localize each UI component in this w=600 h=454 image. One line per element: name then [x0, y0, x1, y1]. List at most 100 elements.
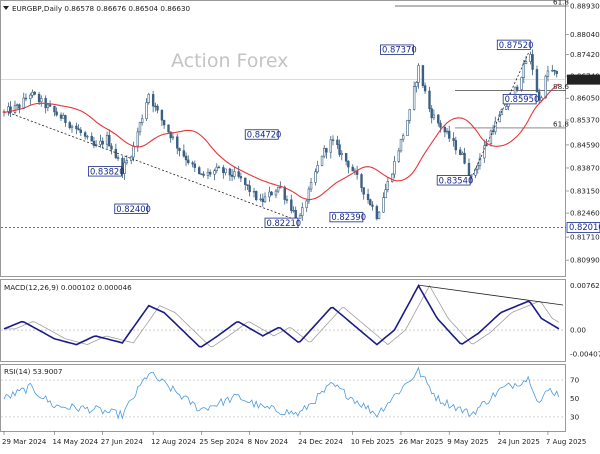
candle-body — [412, 86, 416, 110]
candle-body — [138, 122, 142, 133]
price-annotation: 0.82210 — [264, 217, 301, 229]
candle-body — [391, 173, 394, 182]
price-annotation-box — [329, 211, 364, 223]
candle-body — [222, 167, 225, 174]
date-axis-label: 24 Dec 2024 — [298, 438, 343, 446]
candle-body — [154, 105, 157, 108]
candle-body — [522, 63, 526, 78]
candle-body — [55, 111, 58, 116]
price-annotation: 0.84720 — [244, 129, 282, 140]
price-annotation-label: 0.82400 — [116, 204, 151, 214]
candle-body — [537, 91, 541, 101]
price-annotation: 0.83540 — [436, 175, 473, 186]
price-annotation-label: 0.87520 — [499, 40, 534, 50]
macd-axis-tick-label: 0.007623 — [570, 281, 600, 290]
candle-body — [344, 153, 348, 162]
candle-body — [366, 193, 370, 200]
candle-body — [445, 130, 449, 133]
candle-body — [415, 82, 418, 87]
candle-body — [217, 166, 221, 169]
candle-body — [244, 177, 247, 185]
candle-body — [92, 140, 96, 146]
candle-body — [401, 135, 405, 140]
candle-body — [22, 97, 25, 109]
candle-body — [474, 168, 477, 176]
candle-body — [382, 197, 385, 213]
candle-body — [417, 65, 420, 83]
price-annotation: 0.83820 — [88, 166, 125, 177]
candle-body — [182, 150, 186, 157]
fib-level-label: 88.6 — [553, 82, 569, 91]
price-axis-tick-label: 0.85370 — [570, 115, 600, 124]
price-axis-tick-label: 0.83150 — [570, 187, 600, 196]
candle-body — [208, 171, 212, 175]
candle-body — [290, 199, 293, 211]
candle-body — [399, 138, 403, 152]
date-axis-label: 8 Nov 2024 — [248, 438, 289, 446]
candle-body — [454, 140, 458, 151]
candle-body — [505, 106, 508, 110]
price-annotation-label: 0.84720 — [247, 130, 282, 140]
candle-body — [553, 69, 556, 72]
candle-body — [298, 215, 302, 219]
candle-body — [108, 134, 111, 147]
candle-body — [29, 94, 32, 100]
price-axis-tick-label: 0.88930 — [570, 2, 600, 11]
rsi-layer — [1, 366, 566, 420]
price-annotation-box — [502, 93, 537, 105]
date-axis-label: 12 Aug 2024 — [151, 438, 196, 446]
candle-body — [360, 174, 363, 188]
candle-body — [338, 144, 341, 155]
candle-body — [384, 189, 387, 199]
candle-body — [270, 191, 273, 196]
candle-body — [206, 171, 210, 176]
candle-body — [448, 130, 451, 139]
date-axis-label: 7 Aug 2025 — [546, 438, 586, 446]
candle-body — [24, 97, 28, 100]
price-annotation-box — [380, 44, 414, 55]
candle-body — [233, 171, 236, 177]
candle-body — [114, 148, 118, 158]
price-axis-tick-label: 0.83870 — [570, 163, 600, 172]
price-annotation: 0.87370 — [380, 44, 417, 55]
candle-body — [77, 128, 80, 131]
price-axis-tick-label: 0.86050 — [570, 94, 600, 103]
candle-body — [59, 114, 63, 119]
price-annotation: 0.82390 — [329, 211, 366, 223]
candle-body — [459, 149, 462, 155]
fib-level-label: 61.8 — [553, 0, 569, 7]
candle-body — [169, 131, 172, 139]
candle-body — [314, 171, 317, 183]
date-axis-label: 26 Mar 2025 — [399, 438, 443, 446]
candle-body — [331, 139, 335, 141]
price-annotation-label: 0.82390 — [331, 212, 366, 222]
candle-body — [46, 104, 50, 109]
candle-body — [285, 199, 289, 201]
candle-body — [151, 94, 155, 107]
symbol-dropdown-icon[interactable] — [3, 6, 9, 10]
macd-signal-line — [4, 284, 560, 348]
candle-body — [292, 209, 295, 212]
price-axis-tick-label: 0.88040 — [570, 30, 600, 39]
watermark: Action Forex — [171, 50, 288, 72]
candle-body — [263, 196, 267, 203]
candle-body — [193, 163, 197, 168]
candle-body — [64, 115, 67, 123]
candle-body — [101, 140, 104, 145]
date-axis-label: 14 May 2024 — [52, 438, 98, 446]
macd-divergence-line — [418, 284, 564, 306]
macd-axis-tick-label: -0.004073 — [570, 349, 600, 358]
candle-body — [307, 188, 311, 202]
candle-body — [191, 162, 194, 165]
candle-body — [375, 206, 379, 220]
candle-body — [544, 75, 547, 99]
price-annotation-box — [436, 175, 471, 186]
candle-body — [184, 155, 188, 161]
rsi-axis-tick-label: 70 — [570, 376, 580, 385]
candle-body — [463, 152, 466, 164]
price-axis-tick-label: 0.87420 — [570, 50, 600, 59]
trend-line — [470, 50, 530, 179]
candle-body — [13, 105, 17, 113]
